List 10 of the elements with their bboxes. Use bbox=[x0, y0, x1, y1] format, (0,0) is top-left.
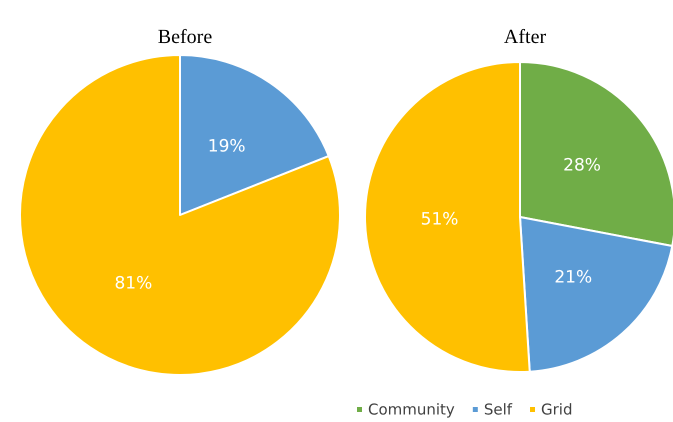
chart-title: Before bbox=[158, 26, 212, 48]
legend-label: Grid bbox=[541, 400, 572, 418]
data-label: 51% bbox=[420, 210, 458, 230]
data-label: 81% bbox=[114, 274, 152, 294]
data-label: 19% bbox=[208, 136, 246, 156]
data-label: 28% bbox=[563, 156, 601, 176]
chart-title: After bbox=[504, 26, 546, 48]
legend-label: Community bbox=[368, 400, 455, 418]
data-label: 21% bbox=[554, 267, 592, 288]
legend-label: Self bbox=[484, 400, 513, 418]
